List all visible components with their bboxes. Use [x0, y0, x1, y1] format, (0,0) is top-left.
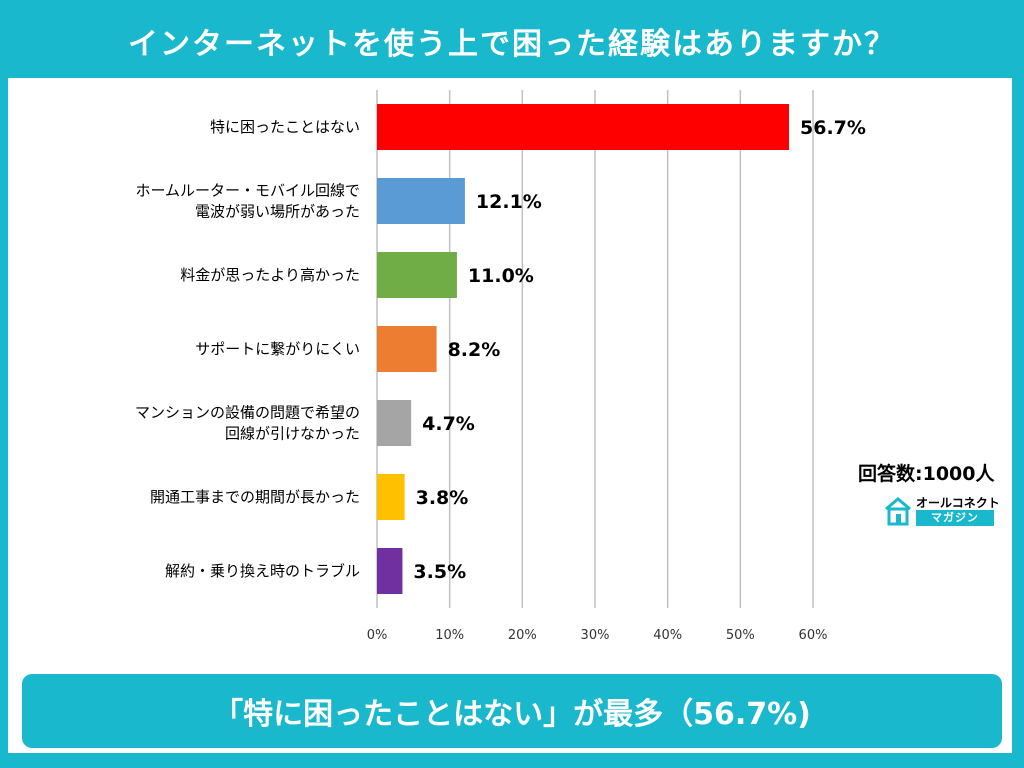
bar [377, 178, 465, 224]
x-tick-label: 0% [367, 628, 388, 643]
category-label: 料金が思ったより高かった [180, 266, 360, 284]
x-tick-label: 10% [435, 628, 464, 643]
logo-text-bottom: マガジン [916, 510, 994, 526]
category-label: 開通工事までの期間が長かった [150, 488, 360, 506]
bar-chart: 0% 10% 20% 30% 40% 50% 60% 56.7% 特に困ったことはない 12.1%… [135, 90, 866, 643]
labels: 0% 10% 20% 30% 40% 50% 60% 56.7% 特に困ったことはない 12.1%… [135, 117, 866, 643]
x-tick-label: 30% [581, 628, 610, 643]
x-tick-label: 40% [653, 628, 682, 643]
category-label: 解約・乗り換え時のトラブル [165, 562, 360, 580]
logo-text-top: オールコネクト [916, 496, 1000, 510]
category-label: サポートに繋がりにくい [195, 340, 360, 358]
value-label: 4.7% [422, 413, 475, 435]
bar [377, 326, 437, 372]
x-tick-label: 50% [726, 628, 755, 643]
category-label: 特に困ったことはない [210, 118, 360, 136]
gridlines [376, 90, 814, 608]
value-label: 56.7% [800, 117, 866, 139]
value-label: 11.0% [468, 265, 534, 287]
value-label: 8.2% [448, 339, 501, 361]
value-label: 3.8% [416, 487, 469, 509]
bar [377, 252, 457, 298]
summary-banner: 「特に困ったことはない」が最多（56.7%) [22, 674, 1002, 748]
bar [377, 474, 405, 520]
bar [377, 548, 403, 594]
value-label: 12.1% [476, 191, 542, 213]
house-icon [885, 497, 911, 526]
x-tick-label: 20% [508, 628, 537, 643]
bars [377, 104, 790, 594]
category-label: マンションの設備の問題で希望の回線が引けなかった [135, 404, 360, 443]
value-label: 3.5% [413, 561, 466, 583]
brand-logo: オールコネクト マガジン [880, 492, 1000, 532]
bar [377, 104, 790, 150]
category-label: ホームルーター・モバイル回線で電波が弱い場所があった [135, 182, 360, 221]
respondent-count: 回答数:1000人 [858, 463, 995, 485]
x-tick-label: 60% [799, 628, 828, 643]
chart-title: インターネットを使う上で困った経験はありますか？ [128, 27, 896, 62]
chart-panel: 0% 10% 20% 30% 40% 50% 60% 56.7% 特に困ったことはない 12.1%… [8, 78, 1012, 753]
bar [377, 400, 412, 446]
